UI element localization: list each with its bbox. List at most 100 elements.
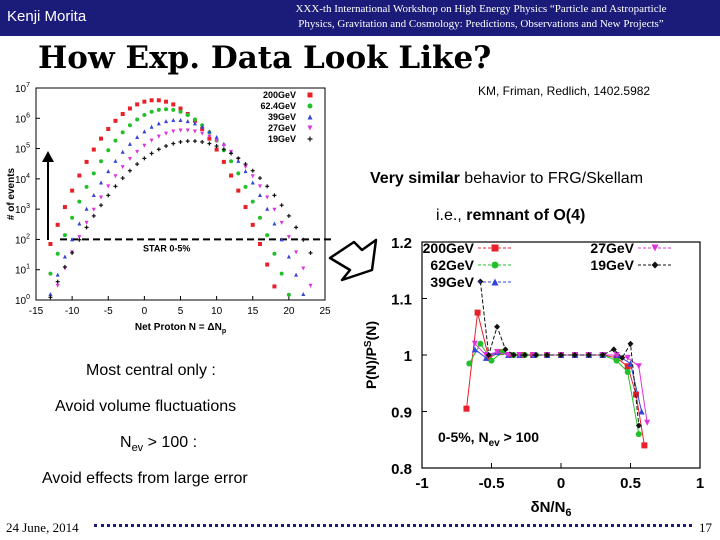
nev-rest: > 100 : xyxy=(143,434,198,451)
chart2-point-19GeV xyxy=(635,422,642,429)
chart1-point-200GeV xyxy=(120,111,125,116)
chart1-point-39GeV xyxy=(164,119,169,124)
chart1-point-27GeV xyxy=(243,165,248,170)
chart1-y-tick-exponent: 3 xyxy=(26,203,30,210)
chart2-legend-label: 19GeV xyxy=(590,257,634,273)
chart2-point-19GeV xyxy=(494,323,501,330)
slide-title: How Exp. Data Look Like? xyxy=(38,40,492,76)
chart2-legend-label: 27GeV xyxy=(590,240,634,256)
chart1-x-axis-label: Net Proton N = ΔNp xyxy=(135,322,226,335)
chart1-point-62.4GeV xyxy=(149,109,154,114)
chart1-point-27GeV xyxy=(84,220,89,225)
chart1-point-19GeV xyxy=(301,237,306,242)
chart1-point-39GeV xyxy=(200,124,205,129)
chart2-legend-label: 62GeV xyxy=(430,257,474,273)
chart1-point-27GeV xyxy=(257,184,262,189)
chart1-point-27GeV xyxy=(113,174,118,179)
chart1-point-39GeV xyxy=(294,272,299,277)
chart2-point-19GeV xyxy=(485,352,492,358)
chart1-point-39GeV xyxy=(272,221,277,226)
footer-divider xyxy=(94,524,692,527)
chart1-legend-marker xyxy=(307,92,313,98)
chart1-point-39GeV xyxy=(120,149,125,154)
chart2-point-19GeV xyxy=(585,352,592,358)
chart2-point-39GeV xyxy=(638,408,645,415)
chart1-point-19GeV xyxy=(91,213,96,218)
chart1-point-200GeV xyxy=(272,284,277,289)
chart1-point-27GeV xyxy=(142,143,147,148)
author-name: Kenji Morita xyxy=(7,8,87,25)
reference-text: KM, Friman, Redlich, 1402.5982 xyxy=(478,84,651,98)
chart1-point-19GeV xyxy=(70,250,75,255)
chart1-point-39GeV xyxy=(250,180,255,185)
chart1-point-19GeV xyxy=(135,162,140,167)
chart2-legend-marker xyxy=(491,244,499,252)
chart1-point-200GeV xyxy=(84,159,89,164)
chart1-point-62.4GeV xyxy=(77,199,82,204)
chart1-point-39GeV xyxy=(243,169,248,174)
chart1-point-19GeV xyxy=(308,250,313,255)
net-proton-distribution-chart: -15 -10 -5 0 5 10 15 20 251001011021031041051061… xyxy=(6,82,332,335)
chart1-point-200GeV xyxy=(142,99,147,104)
chart1-x-tick-label: 15 xyxy=(247,306,259,317)
chart1-point-19GeV xyxy=(48,295,53,300)
chart1-point-39GeV xyxy=(135,135,140,140)
chart1-point-19GeV xyxy=(120,176,125,181)
chart1-point-19GeV xyxy=(171,141,176,146)
chart1-point-19GeV xyxy=(286,213,291,218)
chart1-y-tick-label: 107 xyxy=(15,82,30,95)
chart1-point-39GeV xyxy=(127,141,132,146)
chart1-y-tick-exponent: 2 xyxy=(26,233,30,240)
chart1-x-tick-label: 10 xyxy=(211,306,223,317)
chart1-point-62.4GeV xyxy=(243,184,248,189)
chart1-point-200GeV xyxy=(156,98,161,103)
chart2-y-tick-label: 0.9 xyxy=(391,405,412,422)
chart1-point-27GeV xyxy=(99,195,104,200)
chart1-point-39GeV xyxy=(84,206,89,211)
chart1-point-39GeV xyxy=(178,117,183,122)
chart1-y-tick-exponent: 4 xyxy=(26,173,30,180)
chart1-point-19GeV xyxy=(236,156,241,161)
chart2-point-19GeV xyxy=(627,340,634,347)
chart1-point-27GeV xyxy=(106,184,111,189)
chart2-legend-marker xyxy=(651,244,659,252)
chart2-point-62GeV xyxy=(635,431,642,438)
chart1-point-27GeV xyxy=(308,283,313,288)
chart1-point-27GeV xyxy=(77,235,82,240)
chart2-y-axis-label-rest: (N) xyxy=(363,321,379,340)
chart1-point-200GeV xyxy=(70,188,75,193)
chart2-point-27GeV xyxy=(471,340,478,347)
workshop-title-line1: XXX-th International Workshop on High En… xyxy=(295,3,667,15)
chart2-point-19GeV xyxy=(610,346,617,353)
chart1-legend-label: 19GeV xyxy=(268,134,296,144)
chart1-point-62.4GeV xyxy=(62,233,67,238)
chart1-point-62.4GeV xyxy=(70,215,75,220)
chart1-point-39GeV xyxy=(106,169,111,174)
chart2-x-tick-label: -0.5 xyxy=(479,475,505,492)
similar-bold-text: Very similar xyxy=(370,170,460,187)
chart1-point-62.4GeV xyxy=(127,123,132,128)
chart1-point-200GeV xyxy=(55,222,60,227)
chart1-point-19GeV xyxy=(192,139,197,144)
chart1-x-tick-label: 0 xyxy=(142,306,148,317)
chart1-point-19GeV xyxy=(200,139,205,144)
chart1-x-axis-label-sub: p xyxy=(222,328,226,335)
chart2-legend-label: 39GeV xyxy=(430,274,474,290)
chart2-point-62GeV xyxy=(477,340,484,347)
nev-condition-text: Nev > 100 : xyxy=(120,434,197,454)
chart1-point-39GeV xyxy=(142,129,147,134)
chart1-point-19GeV xyxy=(221,147,226,152)
chart1-point-200GeV xyxy=(62,205,67,210)
chart1-point-200GeV xyxy=(135,102,140,107)
chart1-point-39GeV xyxy=(192,121,197,126)
chart1-y-tick-label: 103 xyxy=(15,203,30,216)
chart1-legend-marker xyxy=(307,114,313,120)
chart1-point-39GeV xyxy=(301,292,306,297)
chart1-point-62.4GeV xyxy=(192,117,197,122)
chart2-point-27GeV xyxy=(644,419,651,426)
chart1-point-62.4GeV xyxy=(164,107,169,112)
chart1-point-27GeV xyxy=(120,165,125,170)
chart1-point-200GeV xyxy=(48,241,53,246)
similar-behavior-text: Very similar behavior to FRG/Skellam xyxy=(370,170,643,188)
workshop-title: XXX-th International Workshop on High En… xyxy=(246,2,716,32)
